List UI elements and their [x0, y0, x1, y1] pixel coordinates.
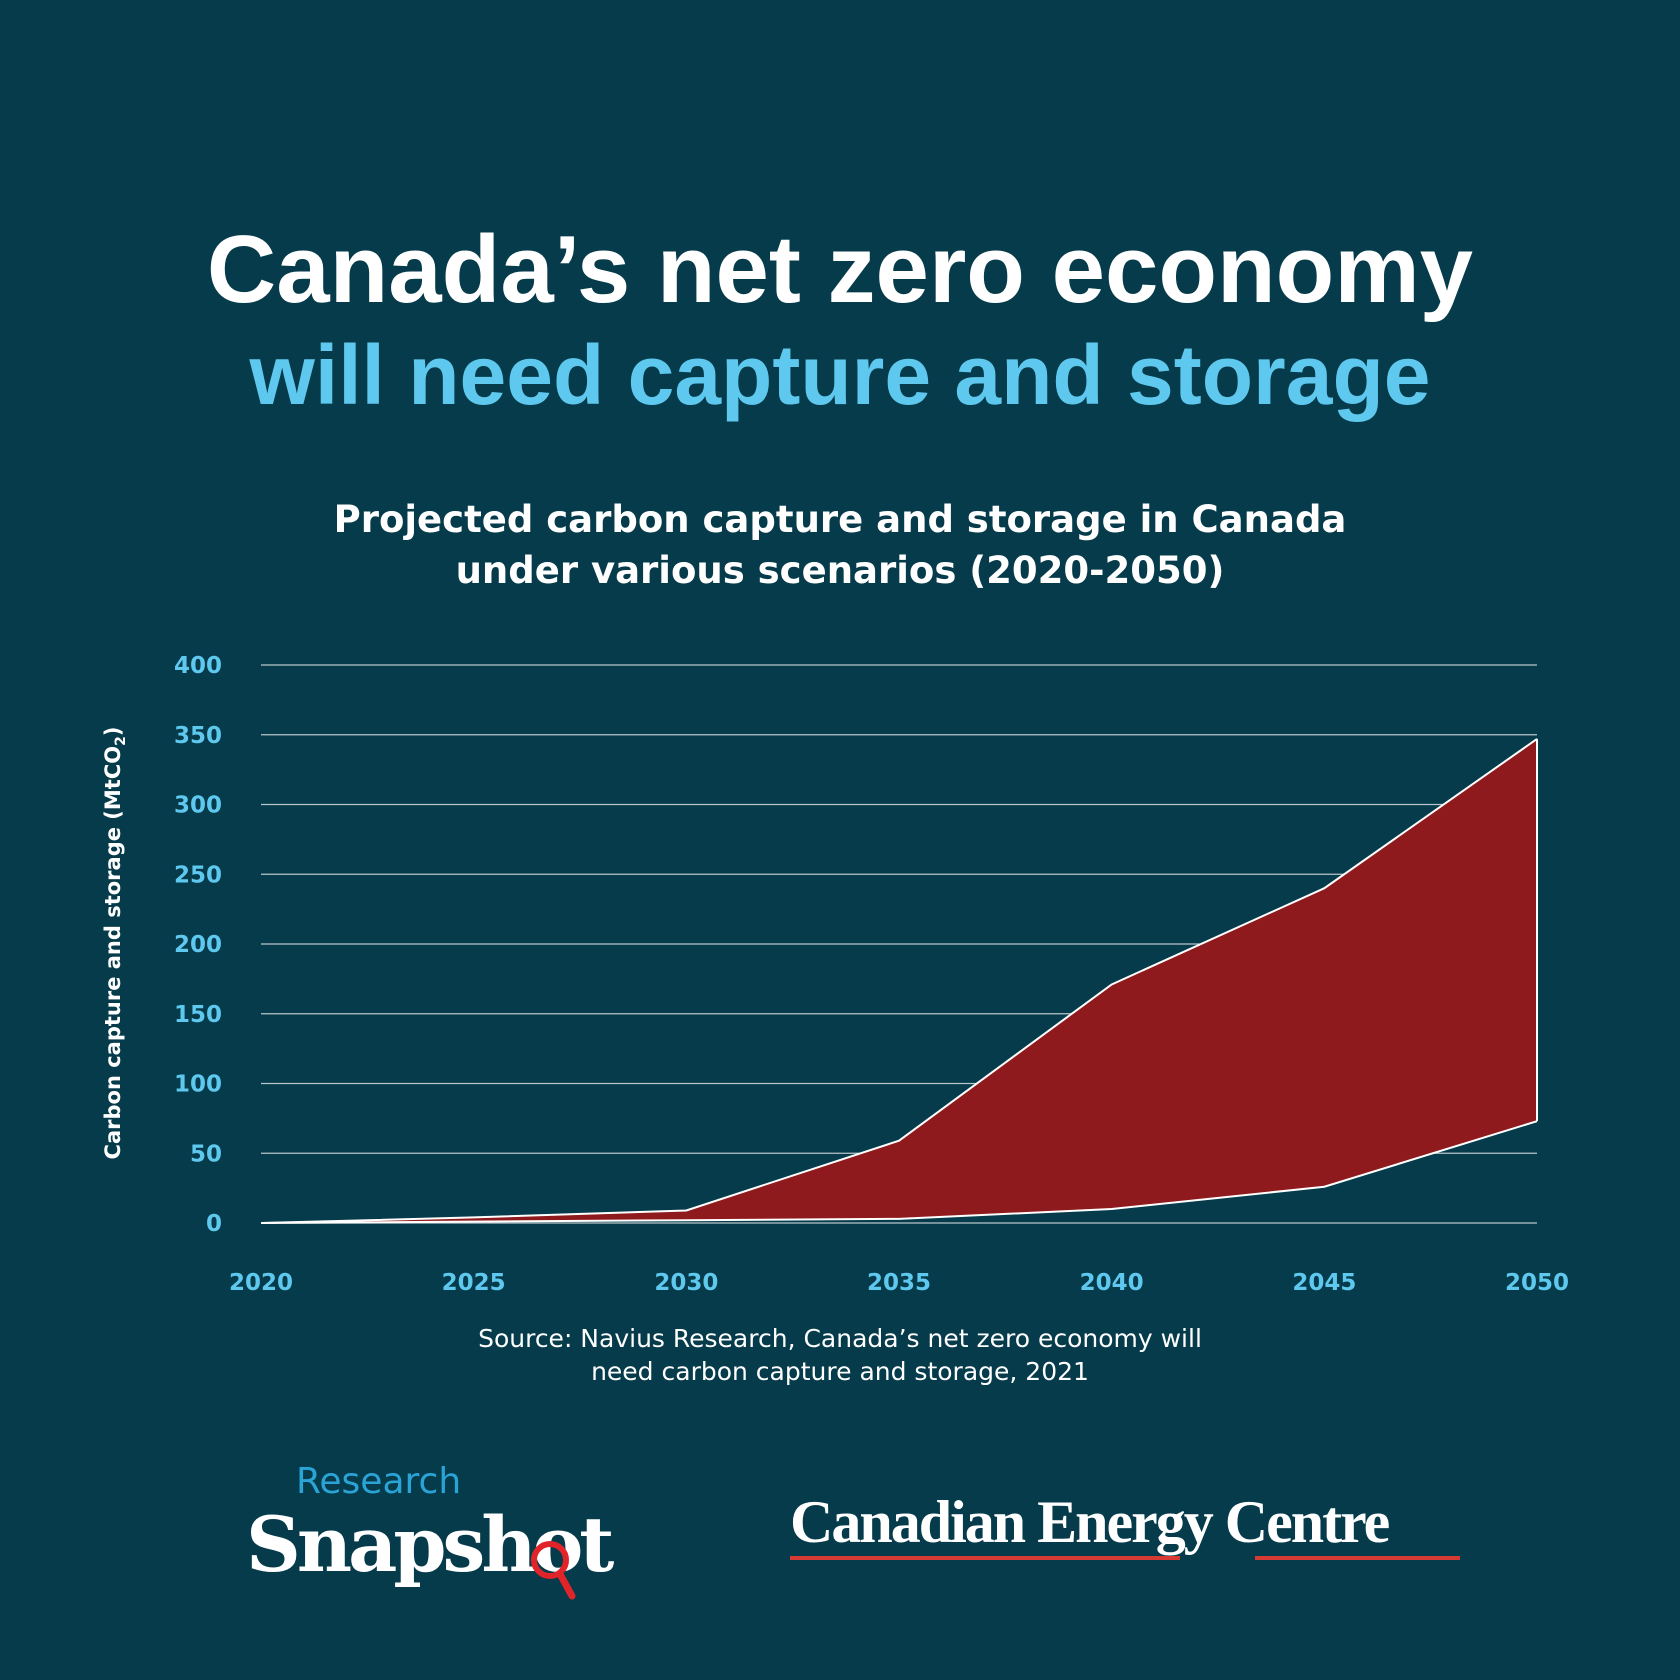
x-tick-label: 2030: [654, 1270, 718, 1296]
y-tick-label: 200: [174, 932, 222, 958]
x-tick-label: 2040: [1080, 1270, 1144, 1296]
cec-underline-left: [790, 1556, 1180, 1560]
upper-scenario-line: [260, 738, 1538, 1224]
y-tick-label: 350: [174, 723, 222, 749]
chart-title-line1: Projected carbon capture and storage in …: [333, 498, 1347, 541]
scenario-range-area: [261, 738, 1537, 1223]
chart-title-line2: under various scenarios (2020-2050): [455, 549, 1225, 592]
y-tick-label: 400: [174, 653, 222, 679]
y-tick-label: 300: [174, 793, 222, 819]
lower-scenario-line: [260, 1120, 1538, 1224]
y-tick-label: 50: [190, 1141, 222, 1167]
cec-underline-right: [1255, 1556, 1460, 1560]
source-line2: need carbon capture and storage, 2021: [591, 1357, 1089, 1386]
cec-logo: Canadian Energy Centre: [790, 1490, 1470, 1560]
x-tick-label: 2025: [442, 1270, 506, 1296]
cec-logo-text: Canadian Energy Centre: [790, 1489, 1390, 1555]
headline-line2: will need capture and storage: [249, 328, 1431, 422]
y-axis-label: Carbon capture and storage (MtCO2): [101, 727, 129, 1160]
headline-line1: Canada’s net zero economy: [206, 216, 1474, 323]
y-tick-label: 0: [206, 1211, 222, 1237]
x-tick-label: 2035: [867, 1270, 931, 1296]
x-tick-label: 2020: [229, 1270, 293, 1296]
y-tick-label: 150: [174, 1002, 222, 1028]
magnifier-icon: [531, 1541, 576, 1600]
logo-research-text: Research: [296, 1461, 462, 1502]
research-snapshot-logo: Research Snapshot: [246, 1461, 616, 1600]
x-tick-label: 2045: [1292, 1270, 1356, 1296]
x-tick-label: 2050: [1505, 1270, 1569, 1296]
chart-title: Projected carbon capture and storage in …: [0, 494, 1680, 596]
source-note: Source: Navius Research, Canada’s net ze…: [0, 1322, 1680, 1388]
source-line1: Source: Navius Research, Canada’s net ze…: [478, 1324, 1202, 1353]
y-tick-label: 250: [174, 862, 222, 888]
y-tick-label: 100: [174, 1072, 222, 1098]
